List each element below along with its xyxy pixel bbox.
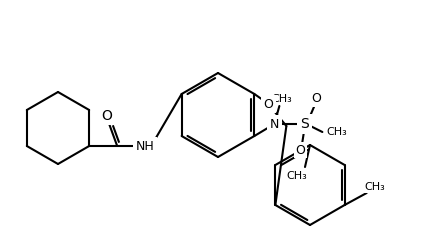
- Text: O: O: [296, 144, 305, 156]
- Text: N: N: [270, 118, 279, 130]
- Text: O: O: [102, 109, 113, 123]
- Text: CH₃: CH₃: [364, 182, 385, 192]
- Text: CH₃: CH₃: [271, 94, 292, 104]
- Text: CH₃: CH₃: [326, 127, 347, 137]
- Text: CH₃: CH₃: [287, 171, 307, 181]
- Text: NH: NH: [136, 139, 155, 153]
- Text: S: S: [300, 117, 309, 131]
- Text: O: O: [263, 97, 273, 111]
- Text: O: O: [312, 93, 321, 105]
